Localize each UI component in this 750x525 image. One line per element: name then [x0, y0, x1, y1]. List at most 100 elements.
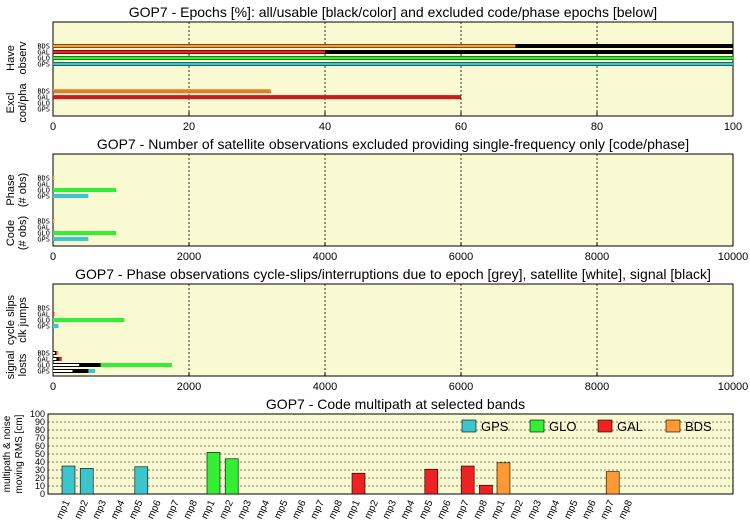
mp-bar-bds-mp7 [605, 471, 620, 495]
x-tick-label: mp5 [272, 498, 290, 521]
y-tick-label: 0 [40, 489, 45, 499]
y-axis-label: moving RMS [cm] [14, 414, 25, 493]
x-tick-label: mp8 [472, 498, 490, 521]
legend-label-gps: GPS [481, 419, 509, 434]
x-tick-label: mp5 [562, 498, 580, 521]
x-tick-label: mp1 [490, 498, 508, 521]
system-label-gal: GAL [37, 224, 50, 232]
y-tick-label: 60 [35, 441, 45, 451]
x-tick-label: mp2 [508, 498, 526, 521]
x-tick-label: mp5 [417, 498, 435, 521]
chart-title: GOP7 - Number of satellite observations … [97, 136, 689, 152]
legend-label-bds: BDS [685, 419, 712, 434]
y-tick-label: 40 [35, 457, 45, 467]
system-label-bds: BDS [37, 350, 50, 358]
bar-usable-gal [53, 50, 325, 54]
bar-bds [53, 176, 55, 180]
mp-bar-bds-mp1 [496, 462, 511, 495]
x-tick-label: mp3 [526, 498, 544, 521]
legend-swatch-gps [461, 419, 477, 433]
x-tick-label: mp6 [581, 498, 599, 521]
x-tick-label: mp3 [381, 498, 399, 521]
x-tick-label: mp3 [236, 498, 254, 521]
group-label: cod/pha [17, 83, 29, 123]
y-tick-label: 80 [35, 425, 45, 435]
system-label-bds: BDS [37, 218, 50, 226]
y-tick-label: 70 [35, 433, 45, 443]
mp-bar-gps-mp5 [134, 466, 149, 495]
x-tick-label: 100 [724, 121, 742, 133]
system-label-glo: GLO [37, 55, 50, 63]
system-label-gal: GAL [37, 181, 50, 189]
x-tick-label: mp6 [291, 498, 309, 521]
x-tick-label: mp7 [599, 498, 617, 521]
mp-bar-gal-mp7 [460, 465, 475, 495]
system-label-gps: GPS [37, 323, 50, 331]
x-tick-label: mp8 [617, 498, 635, 521]
y-tick-label: 20 [35, 473, 45, 483]
x-tick-label: mp1 [200, 498, 218, 521]
x-tick-label: 6000 [449, 251, 473, 263]
x-tick-label: 0 [50, 381, 56, 393]
x-tick-label: 6000 [449, 381, 473, 393]
bar-phase-gal [52, 96, 462, 100]
x-tick-label: mp1 [55, 498, 73, 521]
plot-area [52, 153, 734, 247]
mp-bar-gal-mp5 [424, 468, 439, 495]
y-tick-label: 100 [30, 409, 45, 419]
mp-bar-gps-mp1 [61, 465, 76, 495]
x-tick-label: 8000 [585, 381, 609, 393]
x-tick-label: 8000 [585, 251, 609, 263]
system-label-bds: BDS [37, 305, 50, 313]
x-tick-label: 20 [183, 121, 195, 133]
x-tick-label: mp4 [109, 498, 127, 521]
chart-title: GOP7 - Code multipath at selected bands [266, 396, 525, 412]
chart-panel-multipath: GOP7 - Code multipath at selected bands 0… [2, 396, 734, 521]
x-tick-label: 4000 [313, 251, 337, 263]
mp-bar-glo-mp1 [206, 452, 221, 495]
bar-glo [53, 318, 125, 322]
bar-gps [53, 324, 59, 328]
system-label-gps: GPS [37, 61, 50, 69]
bar-satellite-gps [53, 370, 73, 372]
system-label-glo: GLO [37, 100, 50, 108]
x-tick-label: mp7 [454, 498, 472, 521]
bar-satellite-gal [53, 358, 57, 360]
group-label: (# obs) [17, 173, 29, 207]
system-label-gal: GAL [37, 94, 50, 102]
x-tick-label: 60 [455, 121, 467, 133]
chart-title: GOP7 - Epochs [%]: all/usable [black/col… [129, 4, 657, 20]
x-tick-label: 0 [50, 121, 56, 133]
y-tick-label: 50 [35, 449, 45, 459]
group-label: observ [17, 41, 29, 75]
system-label-glo: GLO [37, 187, 50, 195]
system-label-gal: GAL [37, 49, 50, 57]
y-tick-label: 30 [35, 465, 45, 475]
x-tick-label: mp2 [363, 498, 381, 521]
system-label-bds: BDS [37, 88, 50, 96]
x-tick-label: mp2 [73, 498, 91, 521]
x-tick-label: 2000 [177, 251, 201, 263]
group-label: Have [5, 45, 17, 71]
mp-bar-gps-mp2 [79, 468, 94, 495]
bar-satellite-bds [53, 352, 55, 354]
x-tick-label: 2000 [177, 381, 201, 393]
group-label: losts [17, 353, 29, 376]
plot-area [52, 283, 734, 377]
x-tick-label: 4000 [313, 381, 337, 393]
system-label-gal: GAL [37, 311, 50, 319]
bar-code-gal [53, 95, 461, 97]
bar-usable-gps [53, 62, 733, 66]
x-tick-label: 10000 [718, 381, 749, 393]
bar-gal [53, 312, 55, 316]
x-tick-label: 80 [591, 121, 603, 133]
system-label-glo: GLO [37, 230, 50, 238]
system-label-bds: BDS [37, 175, 50, 183]
mp-bar-gal-mp8 [479, 484, 493, 495]
bar-glo [53, 231, 117, 235]
bar-gps [53, 237, 89, 241]
x-tick-label: mp2 [218, 498, 236, 521]
group-label: Excl [5, 93, 17, 114]
